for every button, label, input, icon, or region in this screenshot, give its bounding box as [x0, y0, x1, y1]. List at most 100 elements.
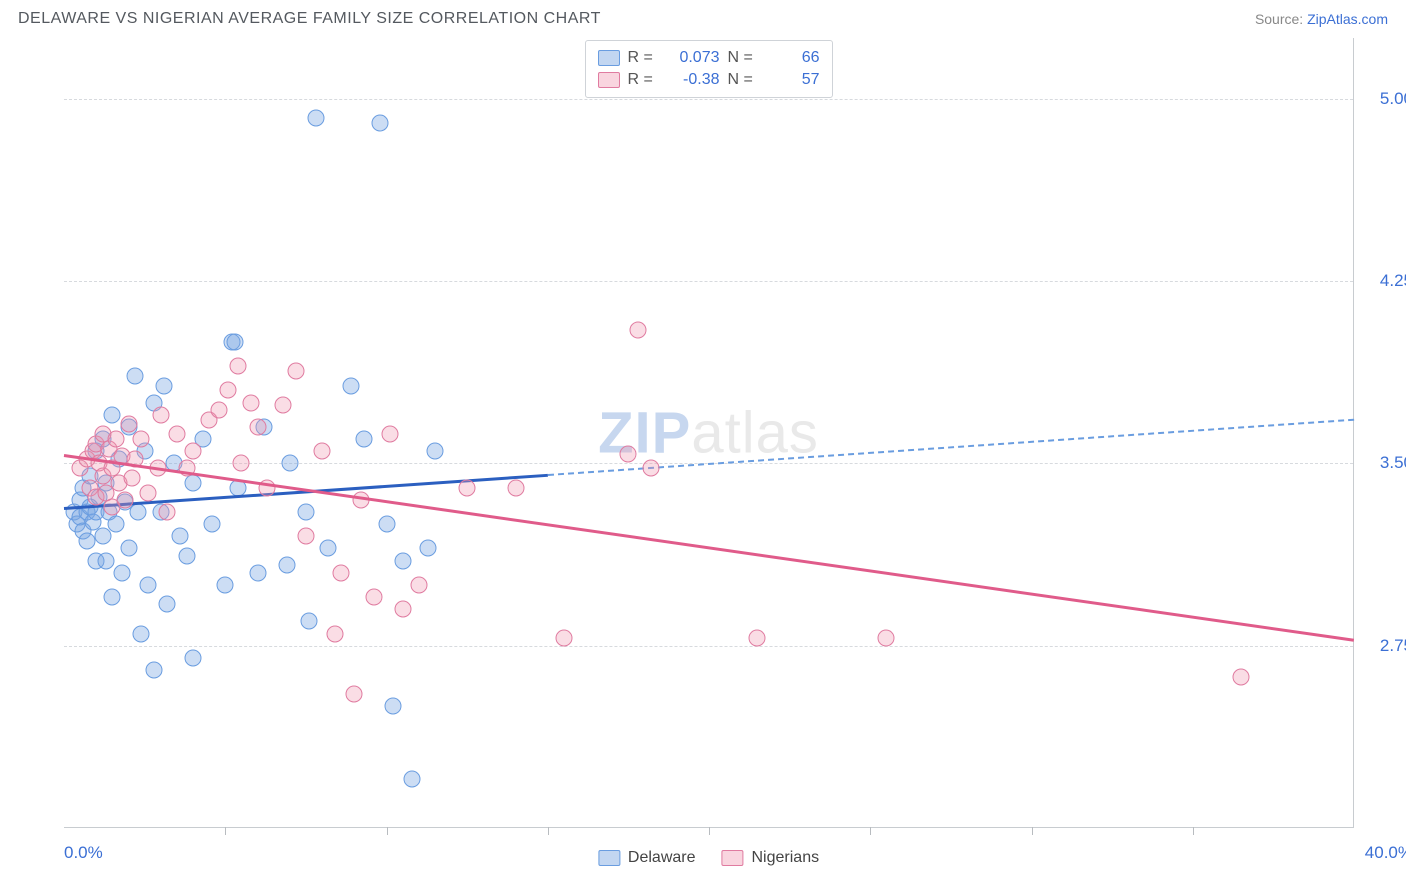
data-point	[404, 771, 421, 788]
data-point	[343, 377, 360, 394]
data-point	[185, 474, 202, 491]
gridline-h	[64, 281, 1353, 282]
data-point	[320, 540, 337, 557]
legend-label-nigerians: Nigerians	[752, 849, 820, 867]
x-axis-min-label: 0.0%	[64, 843, 103, 863]
data-point	[420, 540, 437, 557]
legend-item-nigerians: Nigerians	[722, 849, 820, 867]
data-point	[133, 431, 150, 448]
chart-container: Average Family Size ZIPatlas R = 0.073 N…	[18, 38, 1388, 828]
data-point	[1233, 669, 1250, 686]
n-value-delaware: 66	[762, 49, 820, 67]
data-point	[243, 394, 260, 411]
swatch-blue	[598, 50, 620, 66]
data-point	[878, 630, 895, 647]
r-label: R =	[628, 71, 654, 89]
data-point	[233, 455, 250, 472]
gridline-h	[64, 646, 1353, 647]
data-point	[326, 625, 343, 642]
x-tick	[870, 827, 871, 835]
source-attribution: Source: ZipAtlas.com	[1255, 11, 1388, 27]
data-point	[288, 363, 305, 380]
legend-label-delaware: Delaware	[628, 849, 696, 867]
chart-title: DELAWARE VS NIGERIAN AVERAGE FAMILY SIZE…	[18, 10, 601, 28]
data-point	[185, 443, 202, 460]
data-point	[630, 321, 647, 338]
data-point	[249, 564, 266, 581]
x-tick	[709, 827, 710, 835]
data-point	[355, 431, 372, 448]
data-point	[226, 333, 243, 350]
data-point	[249, 418, 266, 435]
data-point	[210, 401, 227, 418]
swatch-pink	[722, 850, 744, 866]
x-tick	[548, 827, 549, 835]
watermark-zip: ZIP	[598, 400, 691, 465]
y-tick-label: 2.75	[1363, 636, 1406, 656]
data-point	[78, 533, 95, 550]
correlation-legend: R = 0.073 N = 66 R = -0.38 N = 57	[585, 40, 833, 98]
data-point	[168, 426, 185, 443]
x-tick	[225, 827, 226, 835]
source-link[interactable]: ZipAtlas.com	[1307, 11, 1388, 27]
x-tick	[1193, 827, 1194, 835]
y-tick-label: 5.00	[1363, 89, 1406, 109]
watermark-atlas: atlas	[691, 400, 819, 465]
data-point	[107, 431, 124, 448]
n-label: N =	[728, 71, 754, 89]
r-label: R =	[628, 49, 654, 67]
data-point	[275, 397, 292, 414]
data-point	[555, 630, 572, 647]
swatch-blue	[598, 850, 620, 866]
data-point	[152, 406, 169, 423]
plot-area: ZIPatlas R = 0.073 N = 66 R = -0.38 N = …	[64, 38, 1354, 828]
legend-item-delaware: Delaware	[598, 849, 696, 867]
data-point	[123, 469, 140, 486]
data-point	[120, 540, 137, 557]
y-tick-label: 3.50	[1363, 453, 1406, 473]
data-point	[314, 443, 331, 460]
y-tick-label: 4.25	[1363, 271, 1406, 291]
data-point	[394, 601, 411, 618]
data-point	[378, 516, 395, 533]
data-point	[384, 698, 401, 715]
data-point	[104, 406, 121, 423]
gridline-h	[64, 99, 1353, 100]
data-point	[507, 479, 524, 496]
n-label: N =	[728, 49, 754, 67]
title-bar: DELAWARE VS NIGERIAN AVERAGE FAMILY SIZE…	[0, 0, 1406, 34]
data-point	[281, 455, 298, 472]
data-point	[146, 662, 163, 679]
data-point	[365, 589, 382, 606]
r-value-delaware: 0.073	[662, 49, 720, 67]
data-point	[220, 382, 237, 399]
data-point	[159, 596, 176, 613]
data-point	[185, 649, 202, 666]
data-point	[372, 115, 389, 132]
data-point	[97, 552, 114, 569]
data-point	[204, 516, 221, 533]
data-point	[139, 576, 156, 593]
data-point	[104, 589, 121, 606]
x-tick	[1032, 827, 1033, 835]
legend-row-delaware: R = 0.073 N = 66	[598, 47, 820, 69]
data-point	[172, 528, 189, 545]
data-point	[130, 504, 147, 521]
data-point	[410, 576, 427, 593]
data-point	[394, 552, 411, 569]
source-label: Source:	[1255, 11, 1303, 27]
legend-row-nigerians: R = -0.38 N = 57	[598, 69, 820, 91]
data-point	[426, 443, 443, 460]
data-point	[301, 613, 318, 630]
data-point	[120, 416, 137, 433]
data-point	[155, 377, 172, 394]
data-point	[133, 625, 150, 642]
r-value-nigerians: -0.38	[662, 71, 720, 89]
data-point	[230, 358, 247, 375]
series-legend: Delaware Nigerians	[598, 849, 819, 867]
data-point	[217, 576, 234, 593]
x-axis-max-label: 40.0%	[1365, 843, 1406, 863]
data-point	[94, 528, 111, 545]
swatch-pink	[598, 72, 620, 88]
data-point	[278, 557, 295, 574]
